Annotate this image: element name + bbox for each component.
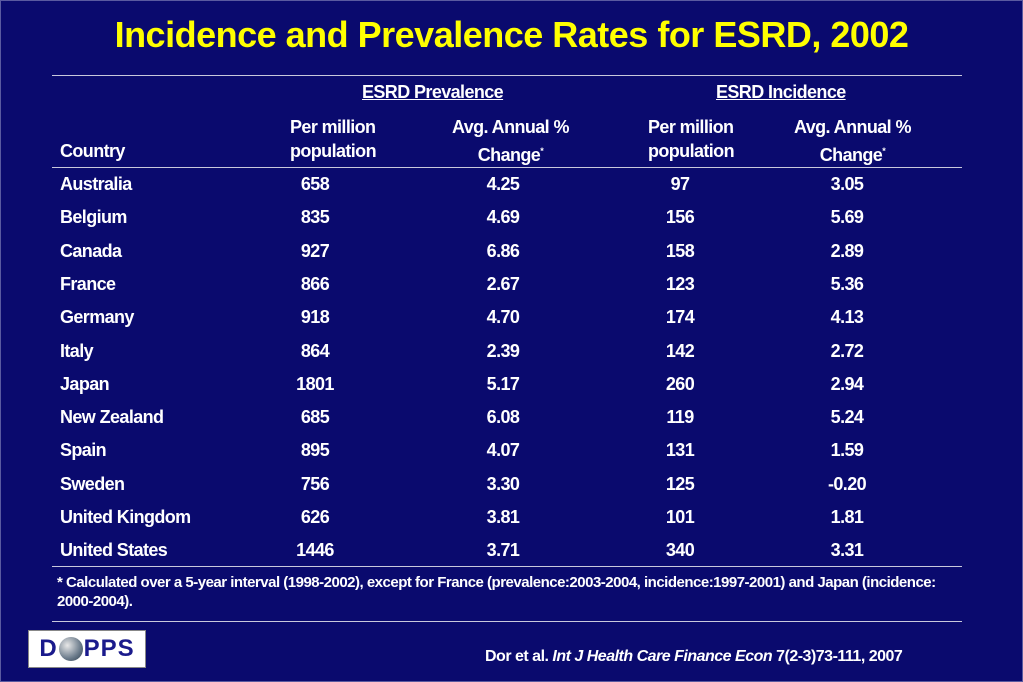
cell-prevalence-change: 3.30 xyxy=(486,473,520,494)
column-header-country: Country xyxy=(60,141,125,161)
cell-incidence-change: 5.36 xyxy=(830,273,864,294)
table-top-rule xyxy=(52,75,962,76)
cell-incidence-per-million: 119 xyxy=(666,407,694,428)
cell-prevalence-per-million: 626 xyxy=(300,507,330,527)
cell-prevalence-change: 4.70 xyxy=(486,307,520,328)
cell-incidence-change: 2.72 xyxy=(830,340,864,361)
cell-prevalence-change: 4.25 xyxy=(486,174,520,194)
cell-country: Australia xyxy=(60,174,132,194)
cell-country: Belgium xyxy=(60,207,127,228)
cell-country: Spain xyxy=(60,440,107,461)
column-header-prevalence-per-million: Per million population xyxy=(290,117,377,161)
cell-country: Germany xyxy=(60,307,134,328)
cell-incidence-per-million: 156 xyxy=(665,207,695,228)
cell-incidence-per-million: 340 xyxy=(665,540,695,561)
cell-incidence-change: 3.05 xyxy=(830,174,864,194)
cell-prevalence-change: 2.67 xyxy=(486,273,520,294)
cell-incidence-per-million: 260 xyxy=(665,373,695,394)
cell-incidence-per-million: 142 xyxy=(665,340,695,361)
column-header-incidence-change: Avg. Annual % Change* xyxy=(794,117,911,165)
cell-incidence-per-million: 125 xyxy=(665,473,695,494)
footnote: * Calculated over a 5-year interval (199… xyxy=(57,574,936,610)
cell-country: Italy xyxy=(60,340,94,361)
cell-incidence-change: -0.20 xyxy=(827,473,867,494)
cell-prevalence-per-million: 866 xyxy=(300,273,330,294)
cell-incidence-per-million: 101 xyxy=(665,507,695,527)
cell-prevalence-change: 4.69 xyxy=(486,207,520,228)
cell-incidence-per-million: 123 xyxy=(665,273,695,294)
cell-incidence-per-million: 158 xyxy=(665,240,695,261)
table-bottom-rule xyxy=(52,566,962,567)
cell-prevalence-change: 3.81 xyxy=(486,507,520,527)
footnote-rule xyxy=(52,621,962,622)
slide-title: Incidence and Prevalence Rates for ESRD,… xyxy=(114,14,909,55)
cell-incidence-per-million: 174 xyxy=(665,307,695,328)
cell-country: France xyxy=(60,273,116,294)
dopps-logo: D PPS xyxy=(28,630,146,668)
globe-icon xyxy=(58,637,83,661)
cell-incidence-change: 2.94 xyxy=(830,373,864,394)
cell-prevalence-per-million: 918 xyxy=(300,307,330,328)
cell-incidence-change: 3.31 xyxy=(830,540,864,561)
cell-prevalence-change: 6.86 xyxy=(486,240,520,261)
cell-prevalence-per-million: 1446 xyxy=(296,540,334,561)
cell-prevalence-per-million: 756 xyxy=(300,473,330,494)
cell-country: United States xyxy=(60,540,168,561)
cell-prevalence-per-million: 685 xyxy=(300,407,330,428)
cell-prevalence-change: 4.07 xyxy=(486,440,520,461)
cell-incidence-change: 2.89 xyxy=(830,240,864,261)
cell-incidence-change: 1.59 xyxy=(830,440,864,461)
cell-country: Sweden xyxy=(60,473,125,494)
cell-prevalence-change: 3.71 xyxy=(486,540,520,561)
table-header-rule xyxy=(52,167,962,168)
cell-prevalence-per-million: 1801 xyxy=(296,373,334,394)
cell-prevalence-change: 2.39 xyxy=(486,340,520,361)
cell-incidence-change: 5.24 xyxy=(830,407,864,428)
cell-prevalence-per-million: 895 xyxy=(300,440,330,461)
cell-country: Canada xyxy=(60,240,122,261)
cell-incidence-per-million: 97 xyxy=(670,174,690,194)
column-header-incidence-per-million: Per million population xyxy=(648,117,735,161)
cell-incidence-per-million: 131 xyxy=(665,440,695,461)
cell-prevalence-per-million: 658 xyxy=(300,174,330,194)
group-header-prevalence: ESRD Prevalence xyxy=(362,82,504,102)
cell-incidence-change: 1.81 xyxy=(830,507,864,527)
cell-prevalence-per-million: 835 xyxy=(300,207,330,228)
cell-country: United Kingdom xyxy=(60,507,191,527)
group-header-incidence: ESRD Incidence xyxy=(716,82,846,102)
column-header-prevalence-change: Avg. Annual % Change* xyxy=(452,117,569,165)
cell-incidence-change: 5.69 xyxy=(830,207,864,228)
cell-prevalence-change: 6.08 xyxy=(486,407,520,428)
cell-prevalence-per-million: 927 xyxy=(300,240,330,261)
citation: Dor et al. Int J Health Care Finance Eco… xyxy=(485,648,903,665)
cell-prevalence-change: 5.17 xyxy=(486,373,520,394)
cell-incidence-change: 4.13 xyxy=(830,307,864,328)
cell-country: New Zealand xyxy=(60,407,164,428)
cell-prevalence-per-million: 864 xyxy=(300,340,330,361)
cell-country: Japan xyxy=(60,373,110,394)
